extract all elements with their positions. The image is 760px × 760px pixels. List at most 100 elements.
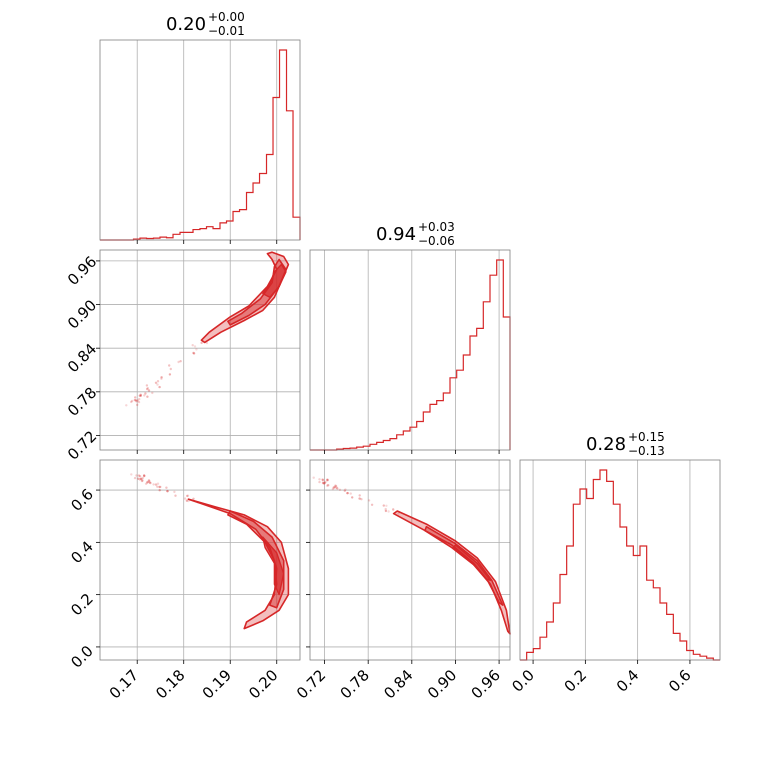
sample-point <box>322 482 326 485</box>
sample-point <box>139 393 142 396</box>
sample-point <box>147 479 151 482</box>
sample-point <box>156 485 159 488</box>
sample-point <box>336 487 339 490</box>
sample-point <box>360 498 363 501</box>
x-tick-label: 0.20 <box>245 666 281 702</box>
sample-point <box>166 490 169 493</box>
title-minus-1: −0.06 <box>418 234 455 248</box>
sample-point <box>385 504 388 507</box>
contour-p2_vs_p0-mid <box>227 510 285 609</box>
sample-point <box>136 399 139 402</box>
y-tick-label: 0.90 <box>64 296 100 332</box>
x-tick-label: 0.17 <box>106 666 142 702</box>
sample-point <box>183 497 187 500</box>
sample-point <box>144 482 148 485</box>
x-tick-label: 0.0 <box>508 666 538 696</box>
y-tick-label: 0.6 <box>67 485 97 515</box>
sample-point <box>154 483 158 486</box>
sample-point <box>174 494 177 497</box>
panel-hist-1 <box>309 249 511 451</box>
sample-point <box>192 497 195 500</box>
sample-point <box>143 474 146 478</box>
sample-point <box>133 398 137 402</box>
histogram-param-1 <box>310 259 511 451</box>
sample-point <box>321 478 324 481</box>
sample-point <box>156 482 160 485</box>
sample-point <box>154 381 158 384</box>
sample-point <box>331 487 335 491</box>
sample-point <box>139 394 142 397</box>
title-plus-1: +0.03 <box>418 220 455 234</box>
sample-point <box>335 486 338 489</box>
title-value-2: 0.28 <box>586 434 626 455</box>
sample-point <box>351 496 354 499</box>
sample-point <box>140 479 144 483</box>
sample-point <box>179 360 182 363</box>
sample-point <box>200 341 203 345</box>
title-value-1: 0.94 <box>376 224 416 245</box>
contour-p2_vs_p0-inner <box>262 536 285 596</box>
sample-point <box>205 341 209 345</box>
contour-p2_vs_p1-outer <box>392 510 511 635</box>
sample-point <box>338 488 342 491</box>
sample-point <box>173 490 176 494</box>
sample-point <box>156 380 160 383</box>
grid-layer <box>100 40 691 660</box>
sample-point <box>346 491 349 495</box>
y-tick-label: 0.96 <box>64 253 100 289</box>
sample-point <box>146 395 149 398</box>
sample-point <box>358 494 361 497</box>
sample-point <box>130 473 133 476</box>
sample-point <box>392 508 395 511</box>
title-value-0: 0.20 <box>166 14 206 35</box>
sample-point <box>312 476 315 479</box>
sample-point <box>397 512 400 515</box>
title-plus-0: +0.00 <box>208 10 245 24</box>
sample-point <box>137 477 140 480</box>
sample-point <box>160 376 163 379</box>
sample-point <box>144 392 147 395</box>
panel-2d-p1_vs_p0 <box>99 249 301 451</box>
sample-point <box>349 492 352 495</box>
sample-point <box>146 386 149 390</box>
sample-point <box>134 399 138 402</box>
sample-point <box>141 476 144 480</box>
sample-point <box>148 479 151 482</box>
tick-layer <box>96 240 691 664</box>
sample-point <box>332 486 335 489</box>
sample-point <box>186 494 189 498</box>
sample-point <box>147 389 151 392</box>
sample-point <box>370 503 374 506</box>
x-tick-label: 0.90 <box>424 666 460 702</box>
sample-point <box>195 348 198 351</box>
contour-p2_vs_p1-inner <box>452 544 492 581</box>
sample-point <box>130 399 134 403</box>
sample-point <box>158 489 161 492</box>
sample-point <box>160 377 163 380</box>
sample-point <box>343 489 346 492</box>
sample-point <box>344 488 347 491</box>
sample-point <box>151 391 154 395</box>
sample-point <box>186 494 190 497</box>
sample-point <box>321 479 325 482</box>
sample-point <box>159 485 162 489</box>
x-tick-label: 0.84 <box>380 666 416 702</box>
sample-point <box>318 480 321 484</box>
sample-point <box>148 481 151 484</box>
sample-point <box>387 510 390 513</box>
x-tick-label: 0.18 <box>152 666 188 702</box>
x-tick-label: 0.19 <box>199 666 235 702</box>
x-tick-label: 0.6 <box>665 666 695 696</box>
title-minus-2: −0.13 <box>628 444 665 458</box>
sample-point <box>158 485 161 489</box>
sample-point <box>141 479 144 482</box>
sample-point <box>142 474 146 477</box>
x-tick-label: 0.96 <box>468 666 504 702</box>
text-layer: 0.20 +0.00−0.010.94 +0.03−0.060.0 0.2 0.4 0.6… <box>64 10 695 702</box>
panel-hist-2 <box>519 459 721 661</box>
sample-point <box>192 351 195 355</box>
panel-2d-p2_vs_p0 <box>99 459 301 661</box>
histogram-param-2 <box>520 469 720 661</box>
y-tick-label: 0.84 <box>64 340 100 376</box>
sample-point <box>146 481 149 484</box>
